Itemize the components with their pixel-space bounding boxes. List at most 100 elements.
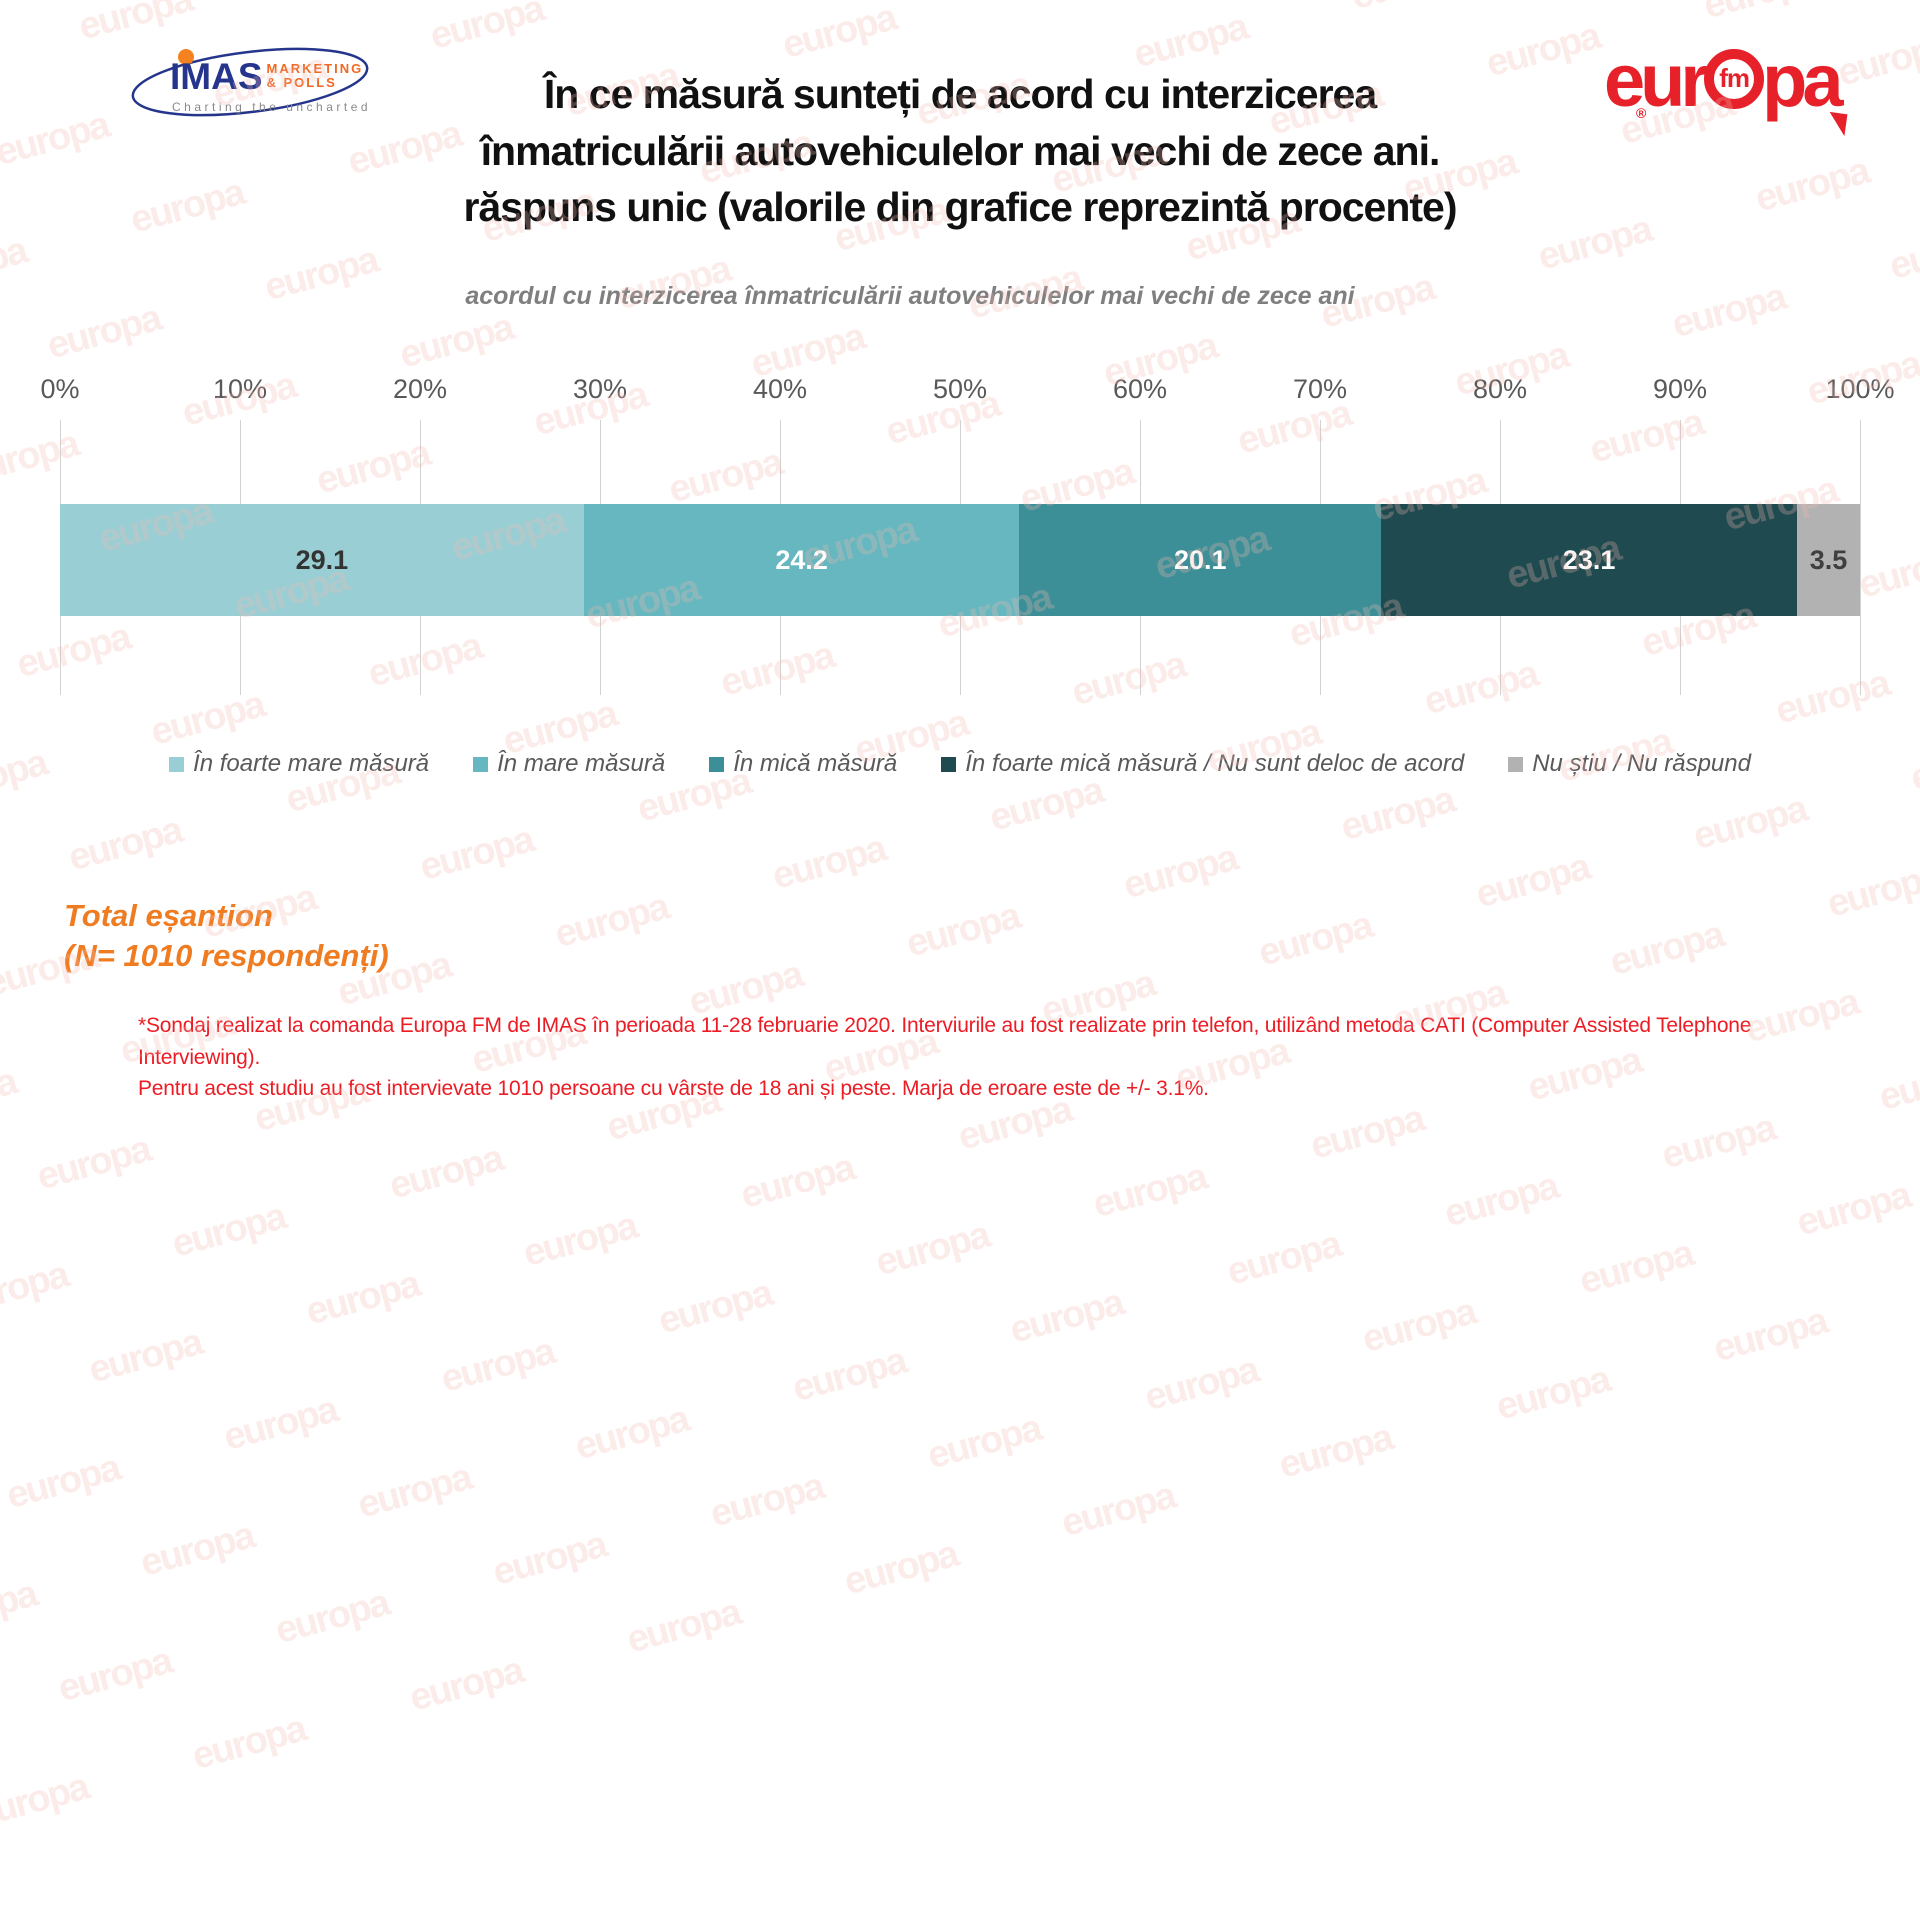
watermark-text: europa: [395, 306, 517, 377]
x-axis: 0% 10% 20% 30% 40% 50% 60% 70% 80% 90% 100%: [40, 374, 1894, 410]
imas-logo-sub2: & POLLS: [266, 75, 337, 91]
watermark-text: europa: [643, 0, 765, 1]
page-title: În ce măsură sunteți de acord cu interzi…: [260, 66, 1660, 236]
watermark-text: europa: [187, 1707, 310, 1778]
europafm-logo: eur fm pa ®: [1604, 38, 1874, 137]
methodology-footnote-line1: *Sondaj realizat la comanda Europa FM de…: [138, 1014, 1752, 1069]
watermark-text: europa: [767, 827, 890, 898]
methodology-footnote-line2: Pentru acest studiu au fost intervievate…: [138, 1077, 1209, 1100]
watermark-text: europa: [622, 1591, 745, 1662]
watermark-text: europa: [32, 1128, 155, 1199]
watermark-text: europa: [1854, 536, 1920, 607]
europafm-logo-text-right: pa: [1762, 38, 1843, 122]
watermark-text: europa: [1792, 1174, 1915, 1245]
page-title-line3: răspuns unic (valorile din grafice repre…: [463, 184, 1457, 231]
watermark-text: europa: [0, 741, 51, 813]
watermark-text: europa: [1088, 1155, 1211, 1227]
x-axis-tick-label: 100%: [1825, 374, 1895, 404]
watermark-text: europa: [0, 1060, 21, 1131]
watermark-text: europa: [0, 103, 113, 175]
bar-segment-1: 29.1: [60, 504, 584, 616]
sample-note-line2: (N= 1010 respondenți): [64, 938, 389, 974]
imas-swoosh-ellipse: [131, 47, 369, 117]
legend-label: În mare măsură: [497, 750, 666, 777]
chart-subtitle: acordul cu interzicerea înmatriculării a…: [465, 282, 1355, 310]
watermark-text: europa: [1906, 729, 1920, 800]
watermark-text: europa: [995, 0, 1117, 10]
watermark-text: europa: [570, 1398, 693, 1469]
legend-label: Nu știu / Nu răspund: [1532, 750, 1751, 777]
watermark-text: europa: [778, 0, 900, 67]
imas-logo-sub1: MARKETING: [266, 61, 364, 76]
x-axis-tick-label: 60%: [1112, 374, 1168, 404]
watermark-text: europa: [425, 0, 548, 58]
x-axis-tick-label: 50%: [932, 374, 988, 404]
watermark-text: europa: [1885, 217, 1920, 288]
bar-segment-value: 24.2: [775, 544, 828, 575]
watermark-text: europa: [167, 1195, 290, 1266]
watermark-text: europa: [271, 1581, 393, 1653]
bar-segment-2: 24.2: [583, 504, 1020, 616]
imas-logo: IMAS MARKETING & POLLS Charting the unch…: [128, 44, 378, 134]
watermark-text: europa: [1140, 1348, 1263, 1420]
bar-segment-3: 20.1: [1019, 504, 1382, 616]
watermark-text: europa: [126, 171, 248, 242]
legend-swatch-icon: [169, 756, 185, 772]
gridline: [1860, 420, 1861, 695]
watermark-text: europa: [1057, 1474, 1179, 1546]
watermark-text: europa: [64, 809, 186, 880]
legend-swatch-icon: [709, 756, 725, 772]
plot-area: 29.1 24.2 20.1 23.1 3.5: [60, 420, 1861, 695]
watermark-text: europa: [301, 1263, 424, 1334]
slide: IMAS MARKETING & POLLS Charting the unch…: [0, 0, 1920, 1836]
legend-item-4: În foarte mică măsură / Nu sunt deloc de…: [941, 750, 1464, 778]
watermark-text: europa: [1688, 787, 1811, 859]
watermark-text: europa: [353, 1456, 476, 1527]
watermark-text: europa: [1336, 778, 1459, 850]
sample-note: Total eșantion (N= 1010 respondenți): [64, 896, 389, 977]
watermark-text: europa: [74, 0, 197, 49]
methodology-footnote: *Sondaj realizat la comanda Europa FM de…: [138, 1010, 1838, 1105]
legend-item-1: În foarte mare măsură: [169, 750, 429, 778]
watermark-text: europa: [1440, 1165, 1562, 1236]
watermark-text: europa: [0, 1572, 41, 1644]
x-axis-tick-label: 40%: [752, 374, 808, 404]
europafm-bubble-tail-icon: [1826, 111, 1848, 137]
watermark-text: europa: [1491, 1358, 1614, 1429]
legend-item-2: În mare măsură: [473, 750, 665, 778]
watermark-text: europa: [1347, 0, 1469, 19]
bar-segment-value: 3.5: [1809, 544, 1848, 575]
watermark-text: europa: [1005, 1281, 1128, 1352]
watermark-text: europa: [384, 1137, 507, 1208]
watermark-text: europa: [1823, 855, 1920, 926]
europafm-fm-label: fm: [1719, 63, 1750, 93]
bar-segment-value: 20.1: [1174, 544, 1227, 575]
legend-label: În foarte mică măsură / Nu sunt deloc de…: [965, 750, 1465, 777]
watermark-text: europa: [1605, 913, 1728, 984]
legend-label: În foarte mare măsură: [193, 750, 430, 777]
watermark-text: europa: [839, 1533, 962, 1604]
imas-dot-icon: [178, 49, 194, 65]
watermark-text: europa: [1254, 904, 1376, 975]
watermark-text: europa: [736, 1146, 858, 1217]
watermark-text: europa: [1357, 1290, 1480, 1361]
watermark-text: europa: [901, 895, 1024, 966]
watermark-text: europa: [415, 818, 538, 889]
x-axis-tick-label: 30%: [572, 374, 628, 404]
imas-logo-name: IMAS: [170, 56, 263, 97]
watermark-text: europa: [219, 1388, 342, 1459]
x-axis-tick-label: 80%: [1472, 374, 1528, 404]
watermark-text: europa: [519, 1204, 641, 1276]
page-title-line2: înmatriculării autovehiculelor mai vechi…: [480, 127, 1441, 174]
watermark-text: europa: [654, 1272, 776, 1343]
registered-trademark-icon: ®: [1636, 105, 1647, 121]
watermark-text: europa: [985, 769, 1107, 840]
x-axis-tick-label: 70%: [1292, 374, 1348, 404]
bar-segment-value: 23.1: [1562, 544, 1616, 575]
watermark-text: europa: [1306, 1097, 1428, 1168]
imas-logo-tagline: Charting the uncharted: [172, 100, 372, 114]
watermark-text: europa: [136, 1514, 258, 1585]
legend-item-3: În mică măsură: [709, 750, 897, 778]
watermark-text: europa: [53, 1640, 176, 1711]
x-axis-tick-label: 0%: [40, 374, 80, 404]
